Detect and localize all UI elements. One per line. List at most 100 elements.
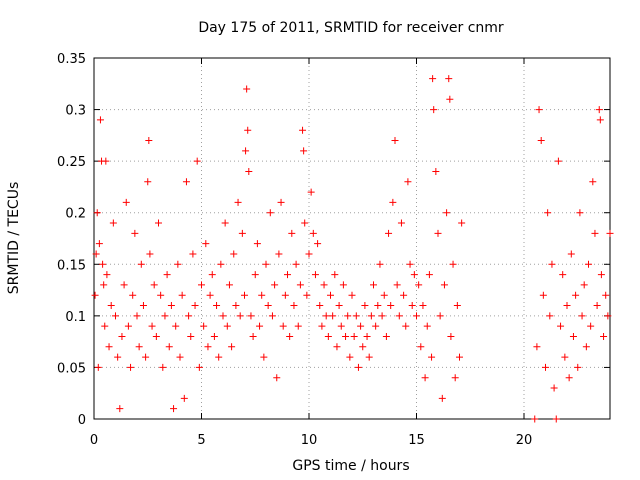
- data-point: [198, 281, 205, 289]
- data-point: [533, 343, 541, 351]
- data-point: [228, 343, 236, 351]
- data-point: [602, 291, 610, 299]
- data-point: [391, 137, 399, 145]
- data-point: [456, 353, 463, 361]
- data-point: [563, 302, 571, 310]
- data-point: [281, 291, 289, 299]
- data-point: [91, 291, 99, 299]
- y-tick-label: 0.35: [57, 52, 86, 67]
- data-point: [129, 291, 137, 299]
- data-point: [352, 312, 360, 320]
- data-point: [161, 312, 169, 320]
- grid: [94, 58, 610, 419]
- data-point: [574, 363, 582, 371]
- data-point: [434, 229, 442, 237]
- data-point: [275, 250, 283, 258]
- data-point: [582, 343, 590, 351]
- data-point: [453, 302, 461, 310]
- data-point: [430, 106, 438, 114]
- data-point: [232, 302, 240, 310]
- data-point: [245, 167, 253, 175]
- data-point: [606, 229, 614, 237]
- y-tick-label: 0: [78, 413, 86, 428]
- data-point: [107, 302, 115, 310]
- data-point: [546, 312, 554, 320]
- data-point: [215, 353, 223, 361]
- data-point: [331, 271, 339, 279]
- data-point: [292, 260, 300, 268]
- data-point: [258, 291, 266, 299]
- data-point: [432, 167, 440, 175]
- data-point: [314, 240, 322, 248]
- data-point: [144, 178, 152, 186]
- data-point: [363, 332, 371, 340]
- data-point: [395, 312, 403, 320]
- data-point: [595, 106, 603, 114]
- data-point: [279, 322, 287, 330]
- data-points: [91, 75, 614, 423]
- data-point: [242, 147, 250, 155]
- plot-frame: [93, 57, 611, 420]
- data-point: [428, 353, 436, 361]
- data-point: [268, 312, 276, 320]
- data-point: [344, 312, 352, 320]
- data-point: [446, 95, 454, 103]
- data-point: [567, 250, 575, 258]
- data-point: [406, 260, 414, 268]
- data-point: [458, 219, 466, 227]
- data-point: [346, 353, 354, 361]
- data-point: [145, 137, 153, 145]
- data-point: [597, 271, 605, 279]
- data-point: [225, 281, 233, 289]
- data-point: [303, 291, 311, 299]
- data-point: [367, 312, 375, 320]
- data-point: [539, 291, 547, 299]
- y-tick-label: 0.3: [65, 104, 86, 119]
- data-point: [311, 271, 319, 279]
- data-point: [114, 353, 122, 361]
- data-point: [157, 291, 165, 299]
- data-point: [425, 271, 433, 279]
- data-point: [243, 85, 251, 93]
- data-point: [150, 281, 158, 289]
- data-point: [223, 322, 231, 330]
- x-tick-label: 5: [197, 433, 205, 448]
- y-tick-label: 0.05: [57, 361, 86, 376]
- data-point: [101, 322, 109, 330]
- data-point: [155, 219, 162, 227]
- data-point: [443, 209, 451, 217]
- data-point: [322, 312, 330, 320]
- x-axis-label: GPS time / hours: [292, 458, 409, 474]
- data-point: [354, 363, 362, 371]
- data-point: [387, 302, 395, 310]
- data-point: [142, 353, 150, 361]
- data-point: [109, 219, 117, 227]
- data-point: [361, 302, 369, 310]
- x-tick-label: 10: [301, 433, 318, 448]
- data-point: [271, 281, 279, 289]
- data-point: [531, 415, 539, 423]
- data-point: [423, 322, 431, 330]
- data-point: [230, 250, 238, 258]
- data-point: [557, 322, 565, 330]
- data-point: [402, 322, 410, 330]
- y-tick-label: 0.25: [57, 155, 86, 170]
- data-point: [277, 198, 285, 206]
- data-point: [256, 322, 264, 330]
- data-point: [253, 240, 261, 248]
- data-point: [572, 291, 580, 299]
- data-point: [105, 343, 113, 351]
- data-point: [133, 312, 141, 320]
- data-point: [372, 322, 380, 330]
- data-point: [451, 374, 459, 382]
- data-point: [309, 229, 317, 237]
- data-point: [217, 260, 225, 268]
- data-point: [429, 75, 437, 83]
- data-point: [561, 353, 569, 361]
- axis-ticks: 0 0.05 0.1 0.15 0.2 0.25 0.3 0.35 0 5 10 15 20: [57, 52, 610, 448]
- data-point: [307, 188, 315, 196]
- data-point: [554, 157, 562, 165]
- data-point: [365, 353, 373, 361]
- data-point: [95, 240, 103, 248]
